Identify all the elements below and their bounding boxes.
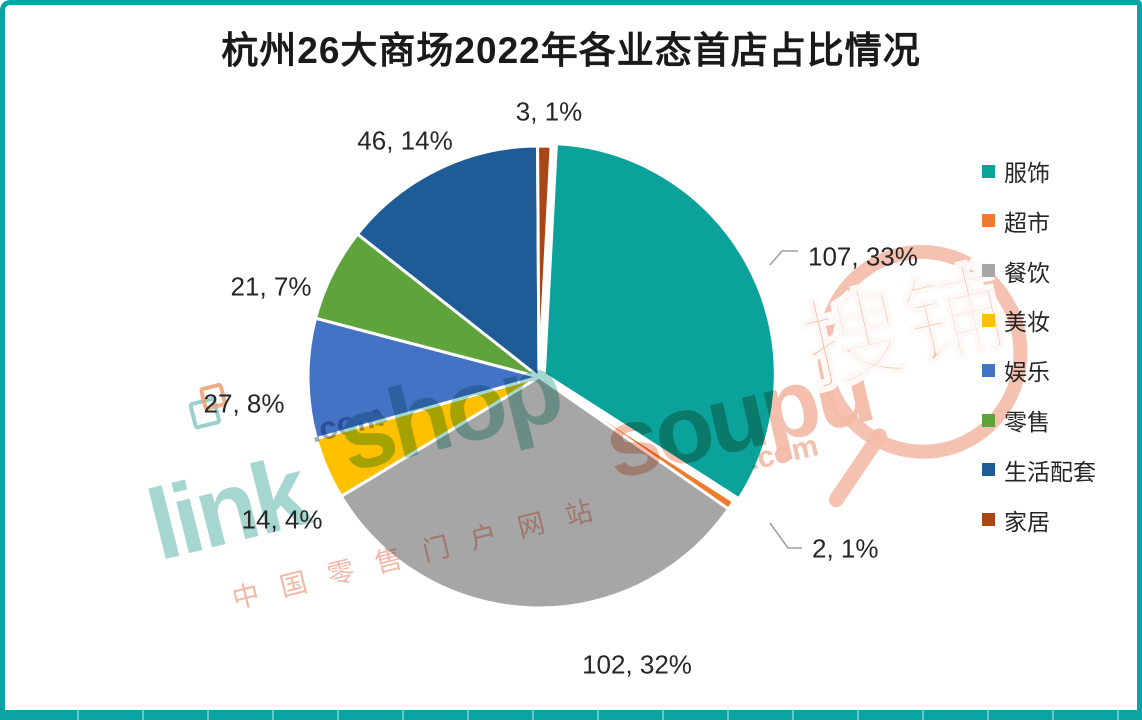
table-grid-tick [857,710,859,720]
pie-slice-4 [306,316,541,441]
legend-item-0: 服饰 [982,158,1050,186]
table-grid-tick [467,710,469,720]
table-grid-tick [207,710,209,720]
data-label-7: 3, 1% [515,96,583,127]
legend-label: 服饰 [1004,160,1050,186]
legend-item-1: 超市 [982,208,1050,236]
data-label-6: 46, 14% [357,125,453,156]
table-grid-tick [1052,710,1054,720]
legend-label: 零售 [1004,409,1050,435]
legend-item-4: 娱乐 [982,357,1050,385]
data-label-0: 107, 33% [808,241,918,272]
leader-line-1 [769,522,802,549]
legend-label: 娱乐 [1004,359,1050,386]
table-grid-tick [1117,710,1119,720]
table-grid-tick [272,710,274,720]
pie-slice-6 [356,144,541,379]
data-label-5: 21, 7% [230,271,312,302]
legend-swatch-icon [982,413,995,427]
legend-item-5: 零售 [982,407,1050,435]
legend-swatch-icon [982,513,995,527]
table-header-strip [0,710,1142,720]
legend-swatch-icon [982,463,995,477]
pie-slice-7 [536,144,553,379]
legend-swatch-icon [982,363,995,377]
legend-label: 生活配套 [1004,458,1096,485]
legend-swatch-icon [982,214,995,228]
table-grid-tick [532,710,534,720]
legend-swatch-icon [982,313,995,327]
table-grid-tick [727,710,729,720]
table-grid-tick [662,710,664,720]
chart-title: 杭州26大商场2022年各业态首店占比情况 [221,30,921,71]
data-label-2: 102, 32% [582,649,692,680]
table-grid-tick [402,710,404,720]
pie-slice-0 [542,142,777,501]
legend-label: 餐饮 [1004,259,1050,286]
legend-label: 家居 [1004,508,1050,535]
legend-swatch-icon [982,164,995,178]
legend-label: 超市 [1004,209,1050,236]
leader-line-0 [769,250,798,266]
table-grid-tick [142,710,144,720]
legend-label: 美妆 [1004,309,1050,336]
data-label-4: 27, 8% [203,388,285,419]
legend-item-7: 家居 [982,507,1050,535]
legend-item-2: 餐饮 [982,258,1050,286]
table-grid-tick [792,710,794,720]
table-grid-tick [597,710,599,720]
table-grid-tick [922,710,924,720]
pie-slice-2 [339,375,731,610]
legend-swatch-icon [982,264,995,278]
legend-item-3: 美妆 [982,307,1050,335]
data-label-3: 14, 4% [241,504,323,535]
table-grid-tick [337,710,339,720]
legend-item-6: 生活配套 [982,457,1096,485]
data-label-1: 2, 1% [812,533,879,564]
table-grid-tick [987,710,989,720]
table-grid-tick [77,710,79,720]
